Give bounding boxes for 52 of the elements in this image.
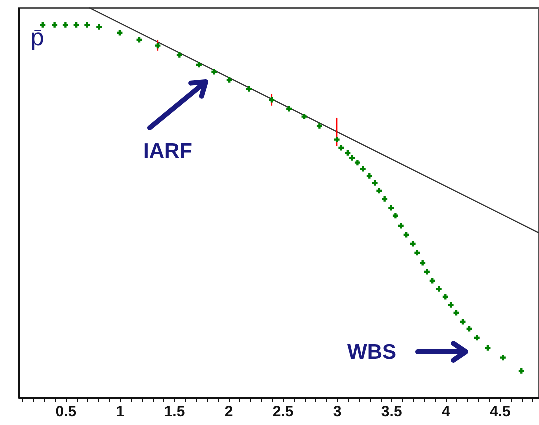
point <box>360 166 366 172</box>
point <box>500 355 506 361</box>
x-tick-label: 3 <box>333 404 342 420</box>
point <box>474 335 480 341</box>
point <box>96 24 102 30</box>
point <box>226 77 232 83</box>
point <box>466 326 472 332</box>
annotation: WBS <box>348 341 396 365</box>
point <box>354 160 360 166</box>
point <box>117 30 123 36</box>
annotation: IARF <box>144 140 192 164</box>
point <box>376 188 382 194</box>
point <box>404 232 410 238</box>
point <box>212 69 218 75</box>
point <box>176 52 182 58</box>
point <box>410 241 416 247</box>
point <box>436 286 442 292</box>
point <box>62 22 68 28</box>
point <box>388 205 394 211</box>
point <box>345 150 351 156</box>
point <box>84 22 90 28</box>
point <box>302 114 308 120</box>
x-tick-label: 2.5 <box>272 404 294 420</box>
y-axis-title: p̄ <box>30 24 44 52</box>
x-tick-label: 0.5 <box>56 404 77 420</box>
x-tick-label: 4 <box>442 404 451 420</box>
point <box>286 106 292 112</box>
point <box>269 97 275 103</box>
point <box>350 155 356 161</box>
point <box>246 86 252 92</box>
point <box>316 123 322 129</box>
x-tick-label: 3.5 <box>381 404 402 420</box>
point <box>414 250 420 256</box>
point <box>392 213 398 219</box>
point <box>155 43 161 49</box>
point <box>196 62 202 68</box>
x-tick-label: 1.5 <box>164 404 186 420</box>
x-tick-label: 1 <box>116 404 125 420</box>
point <box>366 173 372 179</box>
point <box>52 22 58 28</box>
x-tick-label: 2 <box>224 404 234 420</box>
point <box>420 260 426 266</box>
point <box>448 302 454 308</box>
point <box>334 137 340 143</box>
point <box>485 345 491 351</box>
point <box>40 22 46 28</box>
point <box>382 196 388 202</box>
x-tick-label: 4.5 <box>490 404 511 420</box>
point <box>74 22 80 28</box>
point <box>424 269 430 275</box>
point <box>518 368 524 374</box>
point <box>372 180 378 186</box>
